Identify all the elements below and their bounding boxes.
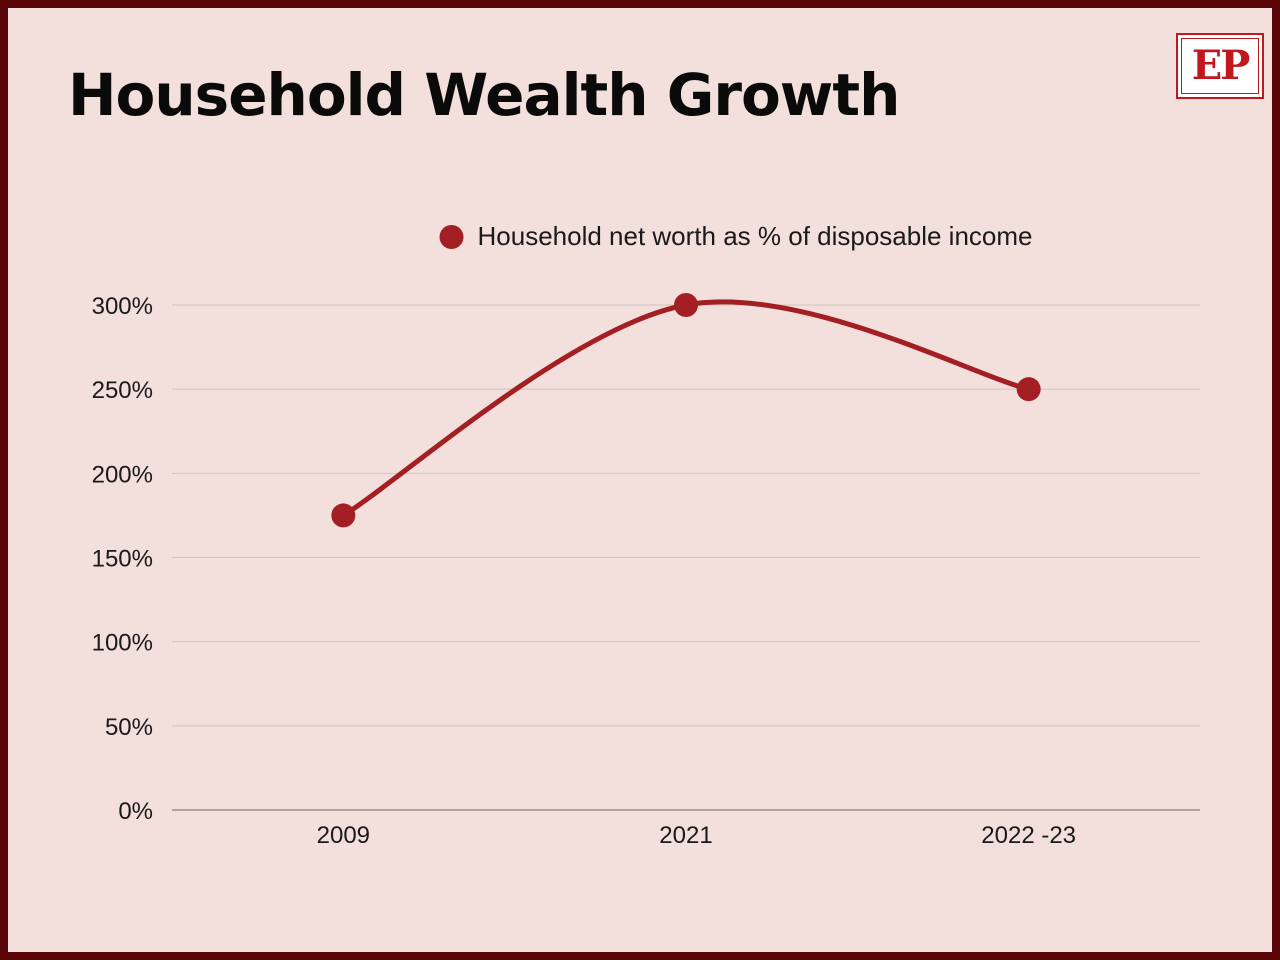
y-axis-ticks: 0% 50% 100% 150% 200% 250% 300%: [92, 293, 153, 825]
y-tick-label: 250%: [92, 377, 153, 404]
data-point-2009: [331, 503, 356, 528]
y-tick-label: 150%: [92, 546, 153, 573]
x-axis-ticks: 2009 2021 2022 -23: [317, 822, 1076, 849]
ep-logo: EP: [1176, 33, 1264, 99]
chart-title: Household Wealth Growth: [68, 61, 900, 129]
gridlines: [172, 304, 1200, 811]
y-tick-label: 200%: [92, 461, 153, 488]
data-point-2022-23: [1016, 377, 1041, 402]
x-tick-label: 2022 -23: [981, 822, 1076, 849]
y-tick-label: 50%: [105, 714, 153, 741]
series-line: [340, 299, 1032, 518]
series-layer: [331, 293, 1041, 528]
x-tick-label: 2021: [659, 822, 712, 849]
y-tick-label: 100%: [92, 630, 153, 657]
legend-item: Household net worth as % of disposable i…: [439, 221, 1033, 251]
x-tick-label: 2009: [317, 822, 370, 849]
data-point-2021: [674, 293, 698, 317]
legend-label: Household net worth as % of disposable i…: [478, 221, 1033, 251]
ep-logo-text: EP: [1191, 42, 1251, 89]
legend-marker: [439, 225, 464, 249]
y-tick-label: 300%: [92, 293, 153, 320]
y-tick-label: 0%: [118, 798, 153, 825]
legend: Household net worth as % of disposable i…: [439, 221, 1033, 251]
